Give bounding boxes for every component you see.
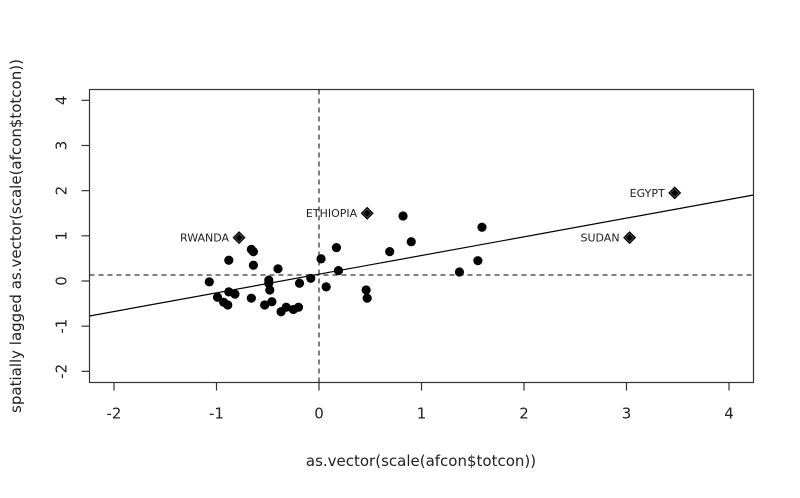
y-axis-title: spatially lagged as.vector(scale(afcon$t… bbox=[7, 59, 25, 413]
y-tick-label: -2 bbox=[53, 364, 71, 379]
data-point bbox=[267, 297, 277, 307]
y-tick-label: 4 bbox=[53, 96, 71, 106]
data-point bbox=[361, 285, 371, 295]
x-tick-label: 4 bbox=[724, 405, 734, 423]
point-label: SUDAN bbox=[580, 232, 619, 245]
x-tick-label: -1 bbox=[209, 405, 224, 423]
data-point bbox=[321, 282, 331, 292]
data-point bbox=[223, 300, 233, 310]
data-point bbox=[212, 292, 223, 302]
data-point bbox=[473, 256, 483, 266]
data-points bbox=[204, 211, 487, 317]
point-label: RWANDA bbox=[180, 232, 230, 245]
regression-line bbox=[89, 194, 754, 317]
data-point bbox=[246, 293, 256, 303]
data-point bbox=[331, 242, 342, 253]
regression-line-path bbox=[89, 194, 754, 317]
data-point bbox=[362, 293, 372, 303]
x-tick-label: 1 bbox=[417, 405, 427, 423]
y-tick-label: 2 bbox=[53, 186, 71, 196]
data-point bbox=[385, 247, 395, 257]
data-point bbox=[293, 302, 304, 312]
data-point bbox=[333, 266, 344, 276]
y-tick-label: -1 bbox=[53, 319, 71, 334]
data-point bbox=[273, 264, 283, 274]
point-label: EGYPT bbox=[630, 187, 665, 200]
influential-point-marker bbox=[668, 186, 682, 200]
data-point bbox=[306, 273, 316, 283]
data-point bbox=[248, 247, 258, 257]
data-point bbox=[265, 285, 275, 295]
data-point bbox=[294, 278, 305, 288]
data-point bbox=[316, 254, 326, 264]
y-tick-label: 0 bbox=[53, 276, 71, 286]
influential-point-marker-inner bbox=[624, 232, 635, 243]
x-tick-label: 0 bbox=[314, 405, 324, 423]
x-axis-title: as.vector(scale(afcon$totcon)) bbox=[306, 452, 536, 470]
data-point bbox=[398, 211, 408, 221]
data-point bbox=[248, 260, 258, 270]
y-tick-label: 1 bbox=[53, 231, 71, 241]
data-point bbox=[224, 255, 234, 265]
data-point bbox=[264, 278, 274, 288]
data-point bbox=[406, 237, 416, 247]
y-tick-label: 3 bbox=[53, 141, 71, 151]
data-point bbox=[230, 289, 240, 299]
data-point bbox=[477, 222, 487, 232]
influential-point-marker-inner bbox=[362, 208, 372, 219]
influential-point-marker bbox=[623, 231, 637, 245]
data-point bbox=[204, 277, 214, 287]
data-point bbox=[281, 302, 291, 312]
x-tick-label: 3 bbox=[622, 405, 632, 423]
influential-point-marker-inner bbox=[234, 232, 244, 243]
x-axis: -2 -1 0 1 2 3 4 bbox=[107, 382, 734, 423]
data-point bbox=[454, 267, 465, 277]
x-tick-label: -2 bbox=[107, 405, 122, 423]
influential-point-marker bbox=[232, 231, 246, 245]
y-axis: -2 -1 0 1 2 3 4 bbox=[53, 96, 90, 379]
reference-lines bbox=[89, 89, 754, 383]
point-label: ETHIOPIA bbox=[306, 207, 358, 220]
x-tick-label: 2 bbox=[519, 405, 529, 423]
data-point bbox=[260, 300, 270, 310]
influential-point-marker bbox=[360, 206, 374, 220]
influential-points: RWANDA ETHIOPIA EGYPT SUDAN bbox=[180, 186, 682, 245]
influential-point-marker-inner bbox=[669, 188, 680, 198]
